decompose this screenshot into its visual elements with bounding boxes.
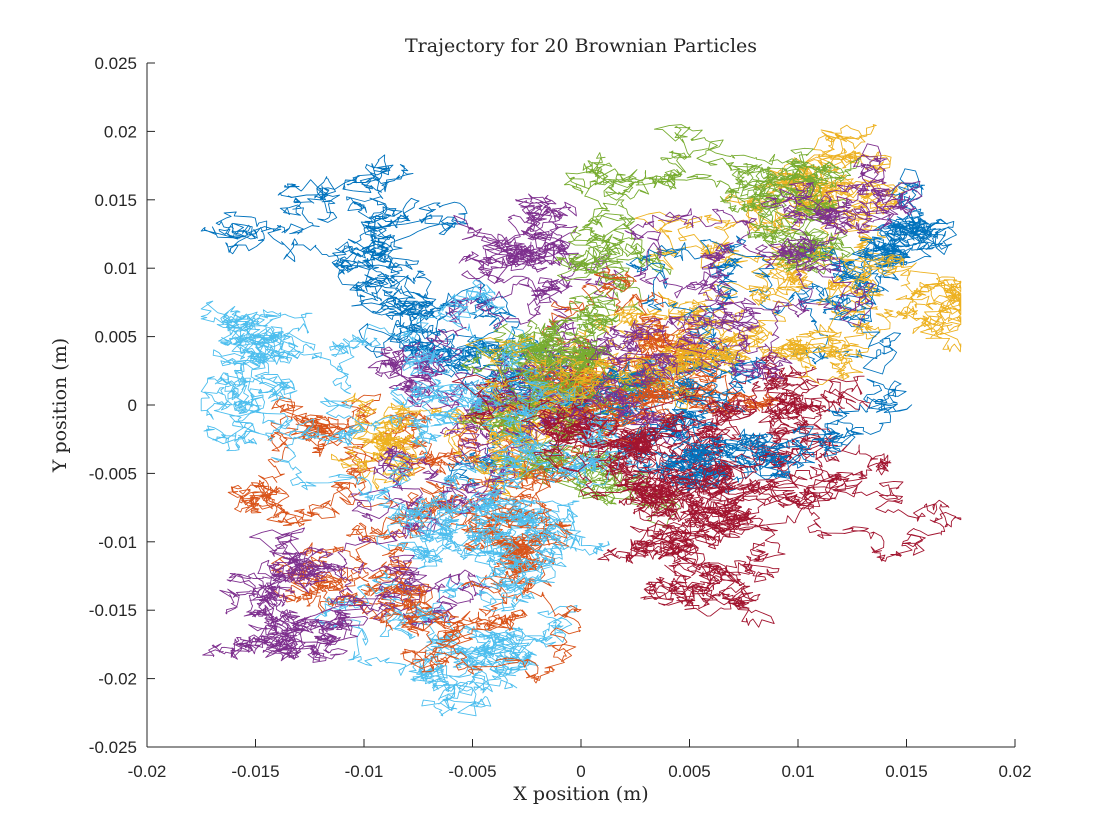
particle-trajectory-8 bbox=[546, 376, 913, 493]
particle-trajectory-17 bbox=[465, 246, 917, 419]
x-axis-label: X position (m) bbox=[513, 783, 648, 805]
particle-trajectory-18 bbox=[568, 143, 923, 444]
x-tick-label: 0.02 bbox=[998, 762, 1031, 781]
x-tick-label: -0.01 bbox=[345, 762, 384, 781]
y-tick-label: 0.015 bbox=[94, 191, 137, 210]
particle-trajectory-6 bbox=[314, 358, 688, 717]
particle-trajectory-11 bbox=[202, 383, 612, 663]
particle-trajectory-19 bbox=[376, 384, 640, 612]
x-tick-label: 0.01 bbox=[781, 762, 814, 781]
y-ticks: -0.025 -0.02 -0.015 -0.01 -0.005 0 0.005 0.01 0.… bbox=[89, 54, 155, 757]
y-axis-label: Y position (m) bbox=[49, 338, 71, 473]
particle-trajectory-10 bbox=[331, 343, 619, 502]
y-tick-label: 0.01 bbox=[104, 259, 137, 278]
x-tick-label: 0 bbox=[576, 762, 585, 781]
y-tick-label: -0.01 bbox=[98, 533, 137, 552]
x-tick-label: -0.005 bbox=[448, 762, 496, 781]
y-tick-label: 0.025 bbox=[94, 54, 137, 73]
x-tick-label: -0.02 bbox=[128, 762, 167, 781]
x-tick-label: 0.015 bbox=[885, 762, 928, 781]
x-tick-label: -0.015 bbox=[231, 762, 279, 781]
particle-trajectory-20 bbox=[520, 387, 834, 546]
trajectory-layer bbox=[200, 124, 962, 717]
y-tick-label: 0 bbox=[128, 396, 137, 415]
particle-trajectory-13 bbox=[200, 279, 590, 503]
y-tick-label: 0.005 bbox=[94, 328, 137, 347]
y-tick-label: 0.02 bbox=[104, 122, 137, 141]
particle-trajectory-3 bbox=[520, 124, 962, 423]
y-tick-label: -0.02 bbox=[98, 670, 137, 689]
y-tick-label: -0.025 bbox=[89, 738, 137, 757]
x-ticks: -0.02 -0.015 -0.01 -0.005 0 0.005 0.01 0.015 0.0… bbox=[128, 739, 1032, 781]
chart-title: Trajectory for 20 Brownian Particles bbox=[405, 35, 757, 57]
x-tick-label: 0.005 bbox=[668, 762, 711, 781]
y-tick-label: -0.015 bbox=[89, 601, 137, 620]
particle-trajectory-15 bbox=[564, 168, 957, 429]
y-tick-label: -0.005 bbox=[89, 464, 137, 483]
